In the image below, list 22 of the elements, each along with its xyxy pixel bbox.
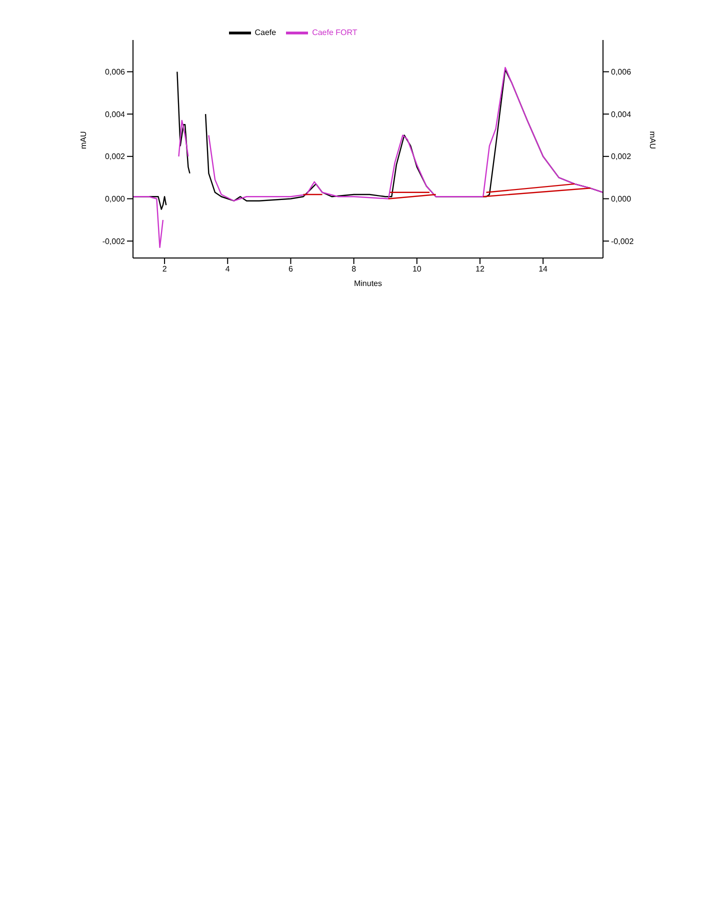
y2-tick-label: -0,002 <box>611 236 634 246</box>
y-tick-label: 0,002 <box>104 152 126 162</box>
y2-tick-label: 0,006 <box>611 68 632 77</box>
x-tick-label: 2 <box>162 264 168 274</box>
x-tick-label: 14 <box>538 264 548 274</box>
x-tick-label: 6 <box>288 264 294 274</box>
y-tick-label: 0,000 <box>104 194 126 204</box>
x-tick-label: 12 <box>476 264 485 274</box>
x-tick-label: 10 <box>412 264 422 274</box>
y2-tick-label: 0,000 <box>611 194 632 204</box>
y2-tick-label: 0,004 <box>611 110 632 119</box>
y-tick-label: 0,004 <box>104 110 126 119</box>
x-tick-label: 4 <box>225 264 230 274</box>
y-axis-title: mAU <box>78 131 88 149</box>
y-tick-label: 0,006 <box>104 68 126 77</box>
x-tick-label: 8 <box>352 264 357 274</box>
legend-label: Caefe <box>254 28 276 38</box>
x-axis-title: Minutes <box>354 279 382 288</box>
y-tick-label: -0,002 <box>102 236 126 246</box>
y2-tick-label: 0,002 <box>611 152 632 162</box>
legend-label: Caefe FORT <box>312 28 358 38</box>
y2-axis-title: mAU <box>648 131 658 150</box>
